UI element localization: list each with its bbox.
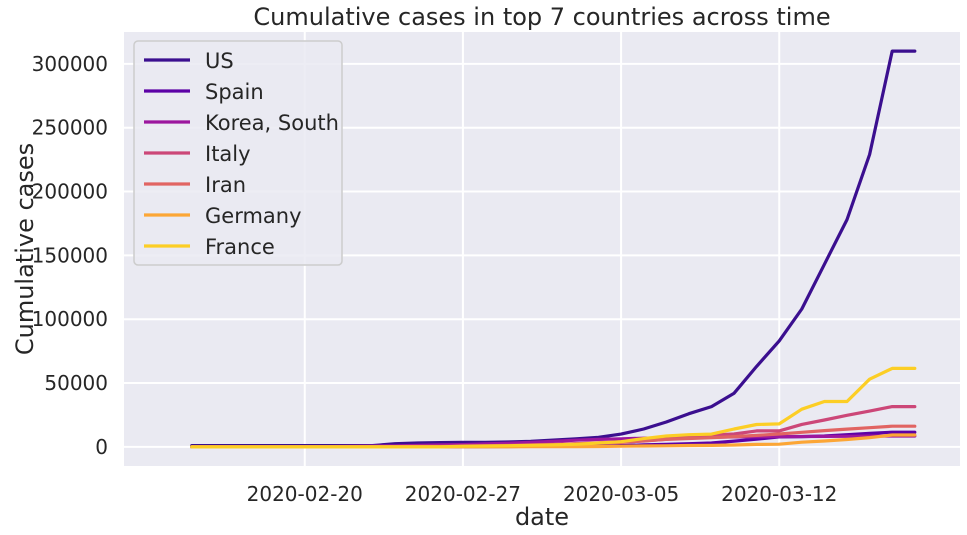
y-tick-label: 100000: [32, 307, 108, 331]
series-lines: [190, 49, 917, 449]
legend-label: Germany: [205, 204, 302, 228]
y-tick-label: 150000: [32, 243, 108, 267]
y-tick-label: 50000: [44, 371, 108, 395]
chart-title: Cumulative cases in top 7 countries acro…: [253, 3, 830, 31]
x-tick-label: 2020-03-05: [563, 482, 679, 506]
legend-label: Iran: [205, 173, 246, 197]
legend-label: Spain: [205, 80, 264, 104]
legend-label: US: [205, 49, 234, 73]
x-tick-label: 2020-02-20: [247, 482, 363, 506]
y-tick-label: 0: [95, 435, 108, 459]
y-tick-label: 200000: [32, 180, 108, 204]
series-line-france: [190, 366, 917, 449]
y-axis-label: Cumulative cases: [11, 143, 39, 355]
legend-label: Italy: [205, 142, 251, 166]
legend: US Spain Korea, South Italy Iran Germany Franc…: [133, 40, 343, 266]
y-tick-label: 250000: [32, 116, 108, 140]
y-tick-labels: 0 50000 100000 150000 200000 250000 300000: [32, 52, 108, 459]
y-tick-label: 300000: [32, 52, 108, 76]
legend-label: France: [205, 235, 275, 259]
x-tick-label: 2020-02-27: [405, 482, 521, 506]
x-axis-label: date: [515, 503, 569, 531]
x-tick-labels: 2020-02-20 2020-02-27 2020-03-05 2020-03-12: [247, 482, 838, 506]
x-tick-label: 2020-03-12: [721, 482, 837, 506]
legend-box: [133, 40, 343, 266]
legend-label: Korea, South: [205, 111, 339, 135]
